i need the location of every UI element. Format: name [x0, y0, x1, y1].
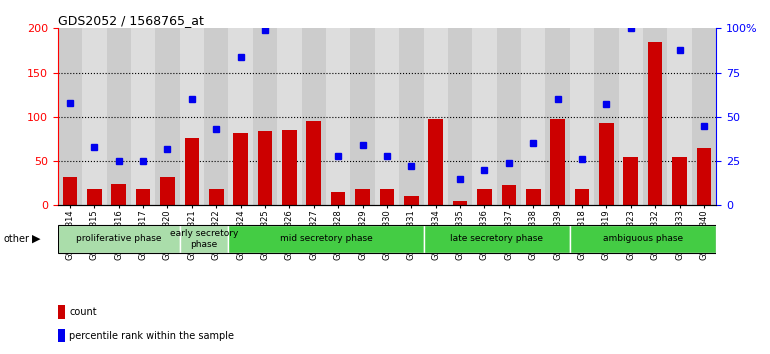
- Bar: [477, 188, 492, 205]
- Bar: [428, 120, 443, 205]
- Bar: [691, 28, 716, 205]
- Bar: [574, 188, 589, 205]
- Bar: [229, 225, 424, 253]
- Bar: [424, 28, 448, 205]
- Bar: [87, 188, 102, 205]
- Bar: [624, 156, 638, 205]
- Text: ambiguous phase: ambiguous phase: [603, 234, 683, 244]
- Bar: [453, 201, 467, 205]
- Bar: [331, 192, 346, 205]
- Bar: [106, 28, 131, 205]
- Bar: [185, 138, 199, 205]
- Bar: [233, 133, 248, 205]
- Bar: [375, 28, 399, 205]
- Bar: [160, 177, 175, 205]
- Text: proliferative phase: proliferative phase: [76, 234, 162, 244]
- Bar: [545, 28, 570, 205]
- Text: other: other: [4, 234, 30, 244]
- Bar: [282, 130, 296, 205]
- Bar: [570, 28, 594, 205]
- Bar: [570, 225, 716, 253]
- Bar: [58, 225, 179, 253]
- Bar: [424, 225, 570, 253]
- Text: mid secretory phase: mid secretory phase: [280, 234, 373, 244]
- Bar: [306, 121, 321, 205]
- Bar: [497, 28, 521, 205]
- Bar: [258, 131, 273, 205]
- Bar: [58, 305, 65, 319]
- Text: count: count: [69, 307, 97, 317]
- Bar: [380, 189, 394, 205]
- Bar: [618, 28, 643, 205]
- Bar: [355, 189, 370, 205]
- Bar: [209, 188, 223, 205]
- Text: ▶: ▶: [32, 234, 41, 244]
- Bar: [672, 156, 687, 205]
- Bar: [521, 28, 545, 205]
- Bar: [697, 148, 711, 205]
- Bar: [204, 28, 229, 205]
- Bar: [253, 28, 277, 205]
- Text: percentile rank within the sample: percentile rank within the sample: [69, 331, 234, 341]
- Bar: [599, 123, 614, 205]
- Bar: [551, 120, 565, 205]
- Bar: [136, 188, 150, 205]
- Bar: [82, 28, 106, 205]
- Text: late secretory phase: late secretory phase: [450, 234, 543, 244]
- Text: GDS2052 / 1568765_at: GDS2052 / 1568765_at: [58, 14, 203, 27]
- Bar: [156, 28, 179, 205]
- Bar: [131, 28, 156, 205]
- Bar: [179, 28, 204, 205]
- Text: early secretory
phase: early secretory phase: [170, 229, 238, 249]
- Bar: [643, 28, 668, 205]
- Bar: [668, 28, 691, 205]
- Bar: [62, 177, 77, 205]
- Bar: [472, 28, 497, 205]
- Bar: [399, 28, 424, 205]
- Bar: [448, 28, 472, 205]
- Bar: [112, 184, 126, 205]
- Bar: [179, 225, 229, 253]
- Bar: [594, 28, 618, 205]
- Bar: [277, 28, 302, 205]
- Bar: [58, 28, 82, 205]
- Bar: [404, 196, 419, 205]
- Bar: [229, 28, 253, 205]
- Bar: [350, 28, 375, 205]
- Bar: [326, 28, 350, 205]
- Bar: [302, 28, 326, 205]
- Bar: [648, 42, 662, 205]
- Bar: [526, 189, 541, 205]
- Bar: [501, 185, 516, 205]
- Bar: [58, 329, 65, 343]
